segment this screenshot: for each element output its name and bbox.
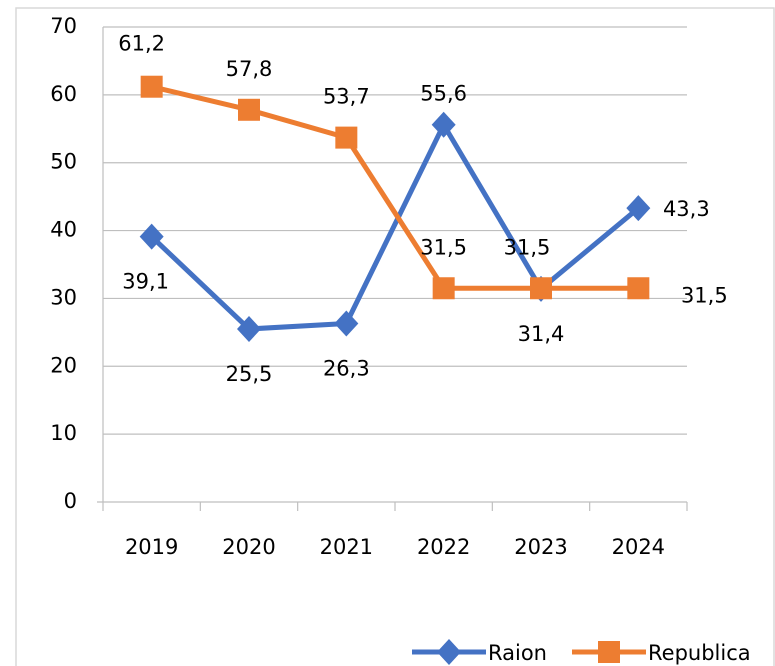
marker xyxy=(437,639,461,665)
marker xyxy=(432,277,455,300)
marker xyxy=(627,277,650,300)
marker xyxy=(140,75,163,98)
data-label: 43,3 xyxy=(663,197,710,221)
y-tick-label: 60 xyxy=(50,82,77,106)
marker xyxy=(237,315,261,342)
data-label: 57,8 xyxy=(226,57,273,81)
y-tick-label: 10 xyxy=(50,421,77,445)
legend-label: Raion xyxy=(488,641,547,665)
y-tick-label: 40 xyxy=(50,218,77,242)
series-line xyxy=(149,122,640,332)
data-label: 39,1 xyxy=(122,270,169,294)
chart-border xyxy=(15,7,775,666)
data-label: 53,7 xyxy=(323,85,370,109)
data-label: 61,2 xyxy=(118,32,165,56)
series-line xyxy=(151,84,639,291)
data-label: 31,5 xyxy=(504,235,551,259)
marker xyxy=(139,223,164,250)
x-tick-label: 2023 xyxy=(514,535,567,559)
marker xyxy=(238,98,260,121)
y-tick-label: 50 xyxy=(50,150,77,174)
marker xyxy=(431,111,456,138)
marker xyxy=(334,310,359,337)
x-tick-label: 2020 xyxy=(222,535,275,559)
marker xyxy=(598,641,620,663)
data-label: 55,6 xyxy=(420,82,467,106)
y-tick-label: 70 xyxy=(50,14,77,38)
marker xyxy=(626,195,651,222)
y-tick-label: 30 xyxy=(50,285,77,309)
y-tick-label: 0 xyxy=(64,489,77,513)
x-tick-label: 2019 xyxy=(125,535,178,559)
x-tick-label: 2022 xyxy=(417,535,470,559)
data-label: 31,4 xyxy=(518,322,565,346)
x-tick-label: 2024 xyxy=(612,535,665,559)
data-label: 26,3 xyxy=(323,357,370,381)
y-tick-label: 20 xyxy=(50,353,77,377)
x-tick-label: 2021 xyxy=(320,535,373,559)
data-label: 25,5 xyxy=(226,362,273,386)
marker xyxy=(335,126,358,149)
legend-label: Republica xyxy=(648,641,751,665)
data-label: 31,5 xyxy=(681,283,728,307)
marker xyxy=(530,277,552,300)
data-label: 31,5 xyxy=(420,235,467,259)
